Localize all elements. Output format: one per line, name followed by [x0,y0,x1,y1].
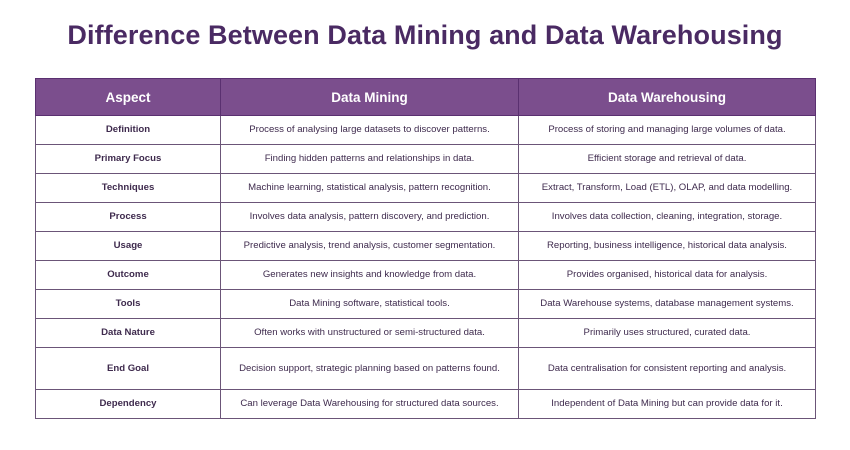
data-mining-cell: Involves data analysis, pattern discover… [220,202,519,232]
comparison-table: Aspect Data Mining Data Warehousing Defi… [35,78,816,419]
data-mining-cell: Decision support, strategic planning bas… [220,347,519,390]
page-title: Difference Between Data Mining and Data … [67,20,783,50]
aspect-cell: Process [35,202,221,232]
data-mining-cell: Can leverage Data Warehousing for struct… [220,389,519,419]
data-warehousing-cell: Independent of Data Mining but can provi… [518,389,816,419]
data-warehousing-cell: Extract, Transform, Load (ETL), OLAP, an… [518,173,816,203]
table-row: Data Nature Often works with unstructure… [35,318,816,348]
aspect-cell: Data Nature [35,318,221,348]
data-warehousing-cell: Involves data collection, cleaning, inte… [518,202,816,232]
data-warehousing-cell: Primarily uses structured, curated data. [518,318,816,348]
aspect-cell: Tools [35,289,221,319]
aspect-cell: Outcome [35,260,221,290]
aspect-cell: Primary Focus [35,144,221,174]
table-row: Process Involves data analysis, pattern … [35,202,816,232]
data-warehousing-cell: Process of storing and managing large vo… [518,115,816,145]
aspect-cell: Techniques [35,173,221,203]
data-mining-cell: Often works with unstructured or semi-st… [220,318,519,348]
data-warehousing-cell: Reporting, business intelligence, histor… [518,231,816,261]
header-data-mining: Data Mining [220,78,519,116]
table-row: Dependency Can leverage Data Warehousing… [35,389,816,419]
table-row: Usage Predictive analysis, trend analysi… [35,231,816,261]
aspect-cell: Definition [35,115,221,145]
data-mining-cell: Data Mining software, statistical tools. [220,289,519,319]
data-mining-cell: Predictive analysis, trend analysis, cus… [220,231,519,261]
data-warehousing-cell: Provides organised, historical data for … [518,260,816,290]
data-mining-cell: Process of analysing large datasets to d… [220,115,519,145]
data-warehousing-cell: Efficient storage and retrieval of data. [518,144,816,174]
table-row: End Goal Decision support, strategic pla… [35,347,816,390]
table-row: Primary Focus Finding hidden patterns an… [35,144,816,174]
data-mining-cell: Generates new insights and knowledge fro… [220,260,519,290]
table-row: Definition Process of analysing large da… [35,115,816,145]
data-warehousing-cell: Data Warehouse systems, database managem… [518,289,816,319]
aspect-cell: Dependency [35,389,221,419]
header-data-warehousing: Data Warehousing [518,78,816,116]
aspect-cell: End Goal [35,347,221,390]
data-warehousing-cell: Data centralisation for consistent repor… [518,347,816,390]
table-row: Outcome Generates new insights and knowl… [35,260,816,290]
aspect-cell: Usage [35,231,221,261]
header-aspect: Aspect [35,78,221,116]
data-mining-cell: Finding hidden patterns and relationship… [220,144,519,174]
data-mining-cell: Machine learning, statistical analysis, … [220,173,519,203]
table-header-row: Aspect Data Mining Data Warehousing [35,78,816,116]
table-row: Techniques Machine learning, statistical… [35,173,816,203]
table-row: Tools Data Mining software, statistical … [35,289,816,319]
